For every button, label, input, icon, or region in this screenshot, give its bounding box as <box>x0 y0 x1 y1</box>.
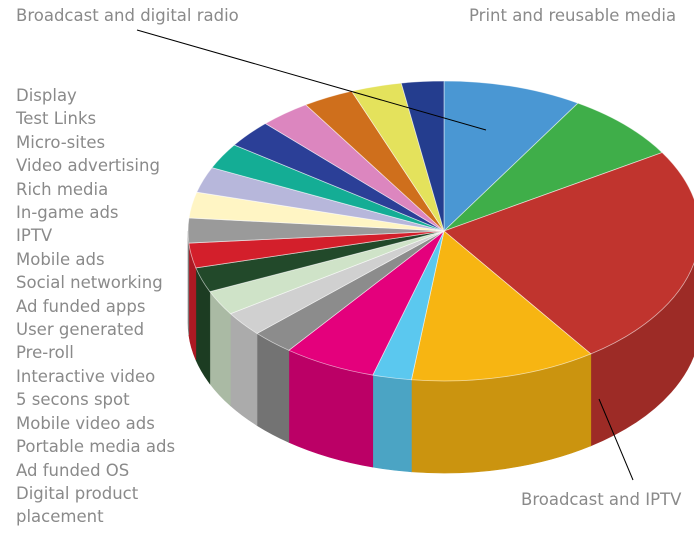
legend-item: Video advertising <box>16 156 160 176</box>
legend-item: Display <box>16 86 77 105</box>
pie-slice <box>443 102 663 232</box>
leader-line <box>598 398 634 481</box>
legend-item: Pre-roll <box>16 343 74 363</box>
legend-item: IPTV <box>16 226 53 246</box>
legend-item: Ad funded OS <box>16 460 130 480</box>
pie-side-walls <box>187 230 694 474</box>
legend-item: Test Links <box>16 109 97 129</box>
label-broadcast-iptv: Broadcast and IPTV <box>521 490 682 509</box>
pie-slice-side <box>372 374 412 473</box>
pie-slice <box>443 80 579 232</box>
legend-item: User generated <box>16 320 145 340</box>
pie-slice <box>443 152 694 355</box>
legend-item: Rich media <box>16 179 109 199</box>
legend-item: Ad funded apps <box>16 296 146 316</box>
legend-item: Portable media ads <box>16 437 176 457</box>
label-print-reusable-media: Print and reusable media <box>469 6 677 25</box>
label-broadcast-digital-radio: Broadcast and digital radio <box>16 6 239 25</box>
legend-item: Interactive video <box>16 366 156 386</box>
legend-item: 5 secons spot <box>16 390 130 410</box>
legend-item: Social networking <box>16 273 163 293</box>
pie-slice <box>410 230 592 382</box>
pie-slice-side <box>256 332 290 443</box>
legend-list: Display Test Links Micro-sites Video advert… <box>16 84 175 529</box>
pie-slice-side <box>187 230 190 336</box>
leader-lines <box>136 29 634 481</box>
leader-line <box>136 29 487 131</box>
legend-item: Mobile ads <box>16 249 105 269</box>
legend-item: Digital product placement <box>16 483 139 527</box>
legend-item: In-game ads <box>16 203 119 223</box>
pie-slice <box>400 80 445 232</box>
pie-top-faces <box>187 80 694 382</box>
legend-item: Mobile video ads <box>16 413 155 433</box>
legend-item: Micro-sites <box>16 132 106 152</box>
